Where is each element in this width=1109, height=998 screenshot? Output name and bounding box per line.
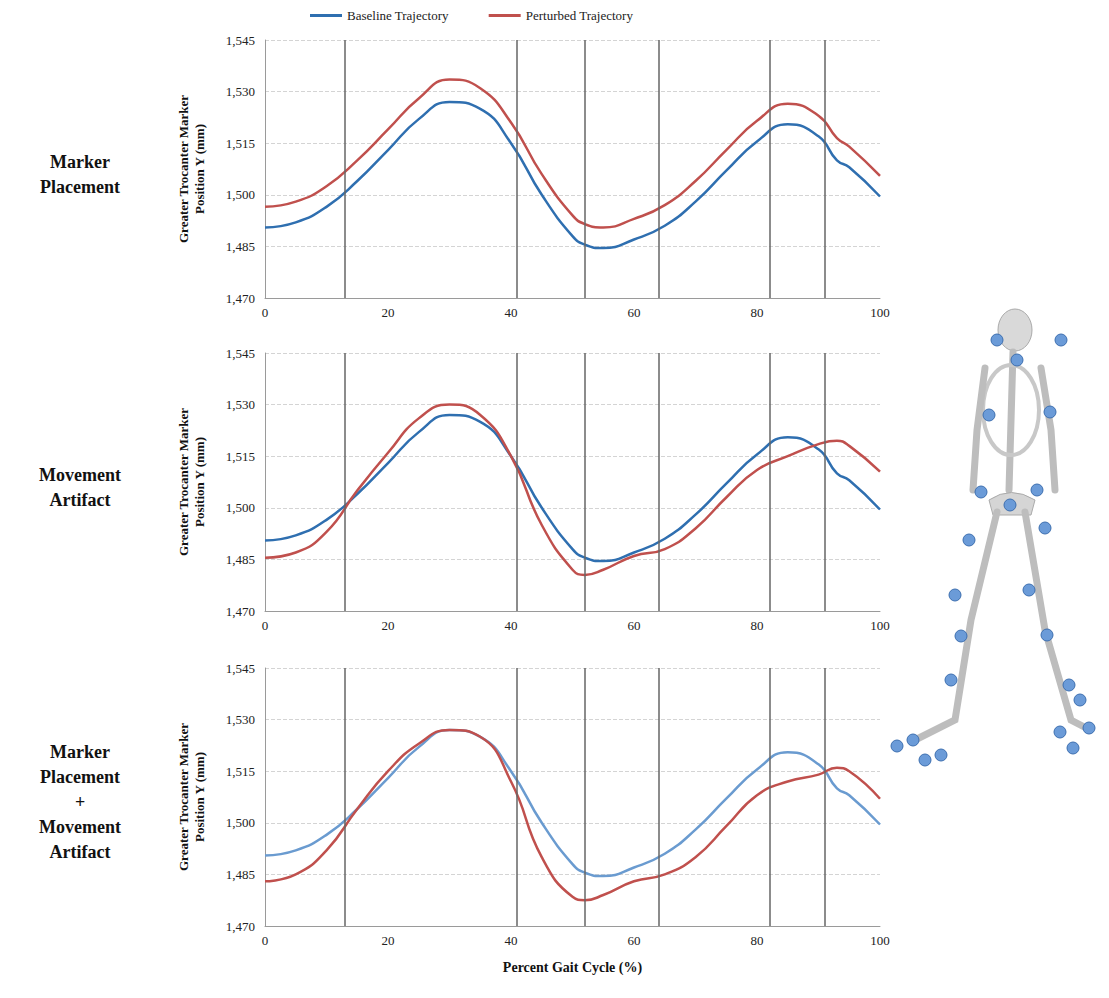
svg-text:Greater Trocanter Marker: Greater Trocanter Marker <box>176 95 191 243</box>
svg-text:1,515: 1,515 <box>226 136 255 151</box>
svg-text:Movement: Movement <box>39 465 121 485</box>
svg-text:1,500: 1,500 <box>226 187 255 202</box>
svg-text:Placement: Placement <box>40 177 120 197</box>
svg-text:100: 100 <box>870 933 890 948</box>
svg-text:20: 20 <box>382 305 395 320</box>
svg-text:1,545: 1,545 <box>226 661 255 676</box>
svg-text:0: 0 <box>262 305 269 320</box>
svg-text:100: 100 <box>870 305 890 320</box>
svg-text:+: + <box>75 792 85 812</box>
svg-text:1,545: 1,545 <box>226 33 255 48</box>
svg-text:1,530: 1,530 <box>226 397 255 412</box>
svg-text:Position Y (mm): Position Y (mm) <box>192 752 207 842</box>
svg-text:80: 80 <box>751 618 764 633</box>
svg-text:40: 40 <box>505 933 518 948</box>
svg-text:1,485: 1,485 <box>226 867 255 882</box>
svg-text:Marker: Marker <box>50 742 110 762</box>
svg-text:1,485: 1,485 <box>226 239 255 254</box>
svg-text:1,485: 1,485 <box>226 552 255 567</box>
svg-text:1,500: 1,500 <box>226 500 255 515</box>
svg-text:Marker: Marker <box>50 152 110 172</box>
svg-text:Perturbed Trajectory: Perturbed Trajectory <box>526 8 634 23</box>
svg-text:1,545: 1,545 <box>226 346 255 361</box>
svg-text:Greater Trocanter Marker: Greater Trocanter Marker <box>176 723 191 871</box>
svg-text:80: 80 <box>751 933 764 948</box>
svg-text:Greater Trocanter Marker: Greater Trocanter Marker <box>176 408 191 556</box>
svg-text:40: 40 <box>505 618 518 633</box>
svg-text:100: 100 <box>870 618 890 633</box>
svg-text:40: 40 <box>505 305 518 320</box>
svg-text:20: 20 <box>382 618 395 633</box>
svg-text:1,470: 1,470 <box>226 291 255 306</box>
svg-text:60: 60 <box>628 305 641 320</box>
svg-text:Baseline Trajectory: Baseline Trajectory <box>347 8 449 23</box>
svg-text:0: 0 <box>262 933 269 948</box>
svg-text:Artifact: Artifact <box>50 842 111 862</box>
svg-text:Position Y (mm): Position Y (mm) <box>192 437 207 527</box>
svg-text:60: 60 <box>628 618 641 633</box>
svg-text:1,515: 1,515 <box>226 449 255 464</box>
svg-text:1,470: 1,470 <box>226 919 255 934</box>
svg-text:Placement: Placement <box>40 767 120 787</box>
svg-text:1,500: 1,500 <box>226 815 255 830</box>
svg-text:1,515: 1,515 <box>226 764 255 779</box>
svg-text:Movement: Movement <box>39 817 121 837</box>
svg-text:80: 80 <box>751 305 764 320</box>
svg-text:1,530: 1,530 <box>226 84 255 99</box>
svg-text:Percent Gait Cycle (%): Percent Gait Cycle (%) <box>503 960 643 976</box>
svg-text:60: 60 <box>628 933 641 948</box>
svg-text:0: 0 <box>262 618 269 633</box>
svg-text:20: 20 <box>382 933 395 948</box>
svg-text:Artifact: Artifact <box>50 490 111 510</box>
svg-text:1,530: 1,530 <box>226 712 255 727</box>
svg-text:1,470: 1,470 <box>226 604 255 619</box>
svg-text:Position Y (mm): Position Y (mm) <box>192 124 207 214</box>
